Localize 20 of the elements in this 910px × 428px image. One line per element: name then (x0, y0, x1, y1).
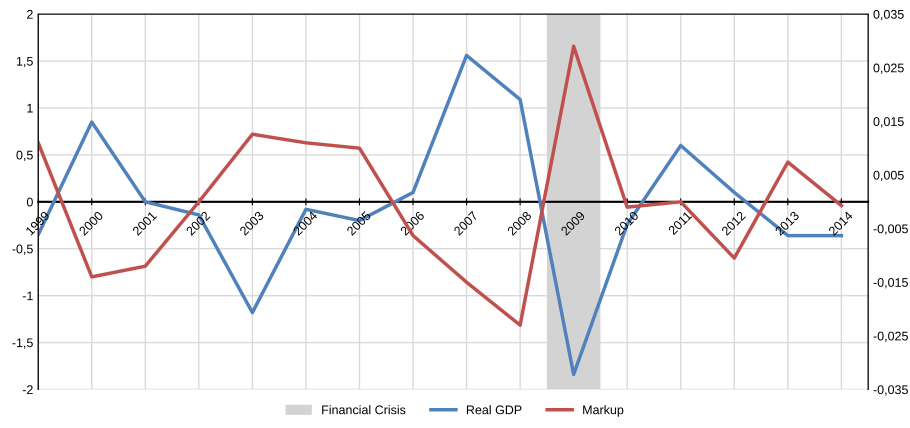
y-tick-label: 2 (27, 10, 33, 19)
y2-tick-label: 0,035 (873, 10, 904, 20)
y2-tick-label: 0,015 (873, 117, 904, 128)
y2-tick-label: -0,015 (874, 278, 908, 288)
y2-tick-label: -0,035 (874, 385, 908, 396)
legend-label: Markup (583, 405, 624, 417)
y-tick-label: 0,5 (16, 150, 33, 162)
y2-tick-label: 0,005 (873, 170, 904, 182)
y-tick-label: -1,5 (12, 338, 33, 349)
y2-tick-label: 0,025 (873, 64, 904, 74)
y-tick-label: -2 (22, 385, 33, 394)
y-tick-label: 0 (26, 198, 33, 206)
legend-label: Financial Crisis (322, 405, 406, 414)
legend-label: Real GDP (466, 405, 522, 414)
y2-tick-label: -0,025 (874, 332, 908, 342)
y-tick-label: -0,5 (12, 244, 33, 255)
y-tick-label: -1 (22, 292, 33, 300)
y2-tick-label: -0,005 (874, 224, 908, 235)
y-tick-label: 1,5 (16, 56, 33, 68)
y-tick-label: 1 (27, 104, 33, 112)
